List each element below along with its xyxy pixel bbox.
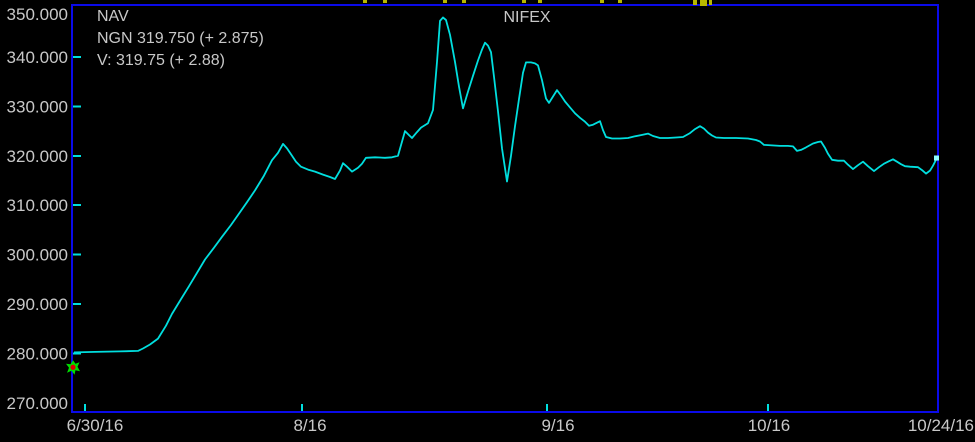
y-axis-label: 290.000 [7,295,68,314]
clipped-text-fragment [600,0,604,3]
x-axis-label: 8/16 [293,416,326,435]
legend-price: NGN 319.750 (+ 2.875) [97,30,264,47]
marker-red-core [70,364,76,370]
clipped-text-fragments [363,0,712,6]
clipped-text-fragment [709,0,712,5]
y-axis-label: 330.000 [7,97,68,116]
y-axis-label: 340.000 [7,48,68,67]
clipped-text-fragment [363,0,367,3]
line-endpoint-tick [934,155,939,161]
clipped-text-fragment [538,0,542,3]
x-axis-label: 9/16 [541,416,574,435]
legend-instrument: NAV [97,8,129,25]
y-axis-label: 310.000 [7,196,68,215]
clipped-text-fragment [693,0,697,5]
y-axis: 350.000 340.000 330.000 320.000 310.000 300.0… [7,5,81,413]
y-axis-label: 350.000 [7,5,68,24]
x-axis-label: 6/30/16 [67,416,124,435]
plot-border [71,4,939,413]
nav-line-series [73,16,939,354]
clipped-text-fragment [700,0,707,6]
clipped-text-fragment [522,0,526,3]
clipped-text-fragment [462,0,466,3]
clipped-text-fragment [443,0,447,3]
clipped-text-fragment [383,0,387,3]
y-axis-label: 280.000 [7,344,68,363]
x-axis-label: 10/24/16 [908,416,974,435]
x-axis-label: 10/16 [748,416,791,435]
y-axis-label: 320.000 [7,147,68,166]
clipped-text-fragment [618,0,622,3]
y-axis-label: 270.000 [7,394,68,413]
x-axis: 6/30/16 8/16 9/16 10/16 10/24/16 [67,404,974,435]
legend-value: V: 319.75 (+ 2.88) [97,52,225,69]
nav-price-line [73,16,938,354]
y-axis-label: 300.000 [7,246,68,265]
chart-title: NIFEX [503,9,550,26]
series-start-marker [66,360,80,375]
legend: NAV NGN 319.750 (+ 2.875) V: 319.75 (+ 2… [97,8,264,69]
